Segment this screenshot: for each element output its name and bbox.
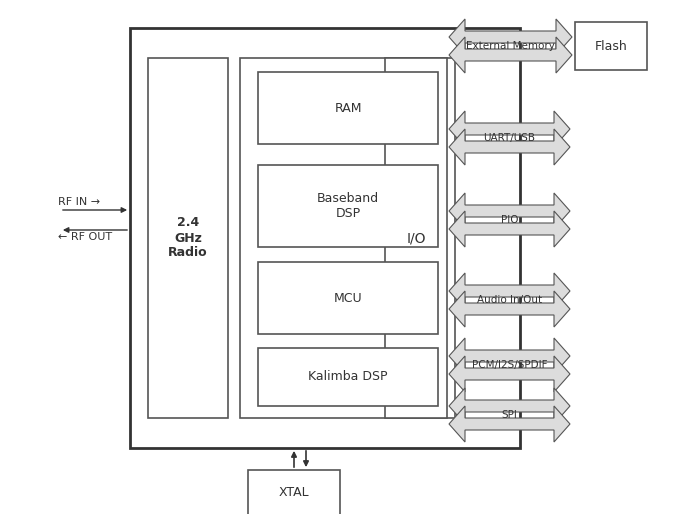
Text: SPI: SPI <box>502 410 517 420</box>
Text: RF IN →: RF IN → <box>58 197 100 207</box>
Bar <box>130 28 520 448</box>
Text: Baseband
DSP: Baseband DSP <box>317 192 379 220</box>
Bar <box>240 58 455 418</box>
Text: Kalimba DSP: Kalimba DSP <box>308 371 387 383</box>
Text: 2.4
GHz
Radio: 2.4 GHz Radio <box>168 216 207 260</box>
Polygon shape <box>449 273 570 309</box>
Polygon shape <box>449 356 570 392</box>
Bar <box>258 165 438 247</box>
Text: XTAL: XTAL <box>279 486 309 500</box>
Bar <box>248 470 340 514</box>
Polygon shape <box>449 338 570 374</box>
Polygon shape <box>449 193 570 229</box>
Bar <box>148 58 228 418</box>
Text: External Memory: External Memory <box>466 41 555 51</box>
Polygon shape <box>449 19 572 55</box>
Text: ← RF OUT: ← RF OUT <box>58 232 112 242</box>
Text: RAM: RAM <box>335 101 362 115</box>
Polygon shape <box>449 111 570 147</box>
Text: PIO: PIO <box>501 215 518 225</box>
Text: I/O: I/O <box>406 231 426 245</box>
Polygon shape <box>449 406 570 442</box>
Text: MCU: MCU <box>334 291 362 304</box>
Text: Flash: Flash <box>595 40 627 52</box>
Bar <box>258 262 438 334</box>
Text: PCM/I2S/SPDIF: PCM/I2S/SPDIF <box>472 360 548 370</box>
Polygon shape <box>449 129 570 165</box>
Polygon shape <box>449 211 570 247</box>
Text: UART/USB: UART/USB <box>484 133 535 143</box>
Polygon shape <box>449 388 570 424</box>
Bar <box>575 22 647 70</box>
Bar <box>258 348 438 406</box>
Bar <box>385 58 447 418</box>
Polygon shape <box>449 37 572 73</box>
Polygon shape <box>449 291 570 327</box>
Text: Audio In/Out: Audio In/Out <box>477 295 542 305</box>
Bar <box>258 72 438 144</box>
